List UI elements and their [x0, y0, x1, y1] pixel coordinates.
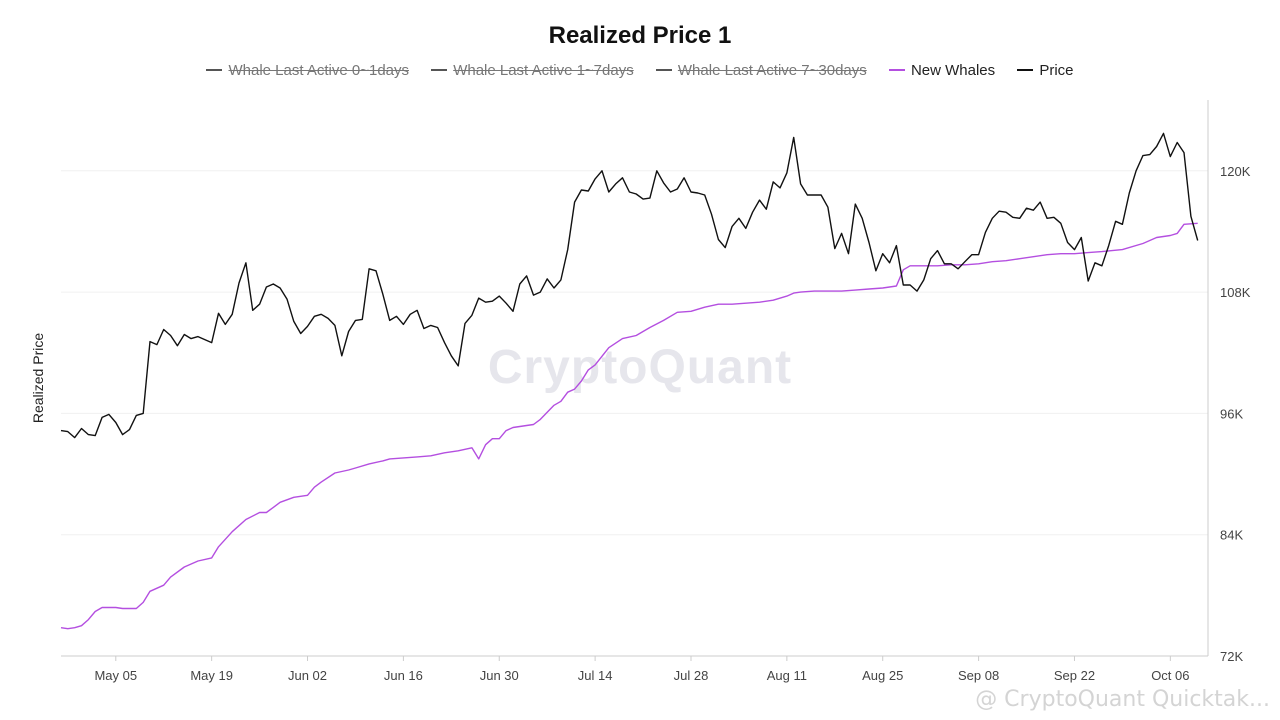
- x-tick-label: Jul 28: [674, 668, 709, 683]
- corner-watermark: @ CryptoQuant Quicktak...: [975, 687, 1270, 712]
- legend-item-price[interactable]: Price: [1017, 62, 1074, 79]
- legend-item-whale-7-30days[interactable]: Whale Last Active 7~30days: [655, 62, 867, 79]
- legend-swatch-whale-7-30days: [655, 69, 672, 72]
- legend-swatch-whale-1-7days: [431, 69, 448, 72]
- legend-item-new-whales[interactable]: New Whales: [888, 62, 996, 79]
- legend-swatch-new-whales: [888, 69, 905, 72]
- series-line-price: [60, 132, 1199, 439]
- x-tick-label: Sep 22: [1054, 668, 1095, 683]
- legend-label-whale-0-1days: Whale Last Active 0~1days: [228, 62, 410, 79]
- grid-lines: [61, 170, 1208, 536]
- legend-item-whale-1-7days[interactable]: Whale Last Active 1~7days: [431, 62, 634, 79]
- x-tick-label: Aug 25: [862, 668, 903, 683]
- x-tick-label: Sep 08: [958, 668, 999, 683]
- tick-labels: 72K 84K 96K 108K 120K May 05 May 19 Jun 02 Jun 1…: [94, 164, 1250, 683]
- legend-swatch-price: [1017, 69, 1034, 72]
- cryptoquant-watermark: CryptoQuant: [487, 341, 793, 394]
- y-tick-label: 108K: [1220, 285, 1251, 300]
- legend-swatch-whale-0-1days: [206, 69, 223, 72]
- x-tick-label: Jul 14: [578, 668, 613, 683]
- y-tick-label: 84K: [1220, 528, 1243, 543]
- legend: Whale Last Active 0~1days Whale Last Act…: [0, 62, 1280, 79]
- x-tick-label: Oct 06: [1151, 668, 1189, 683]
- y-tick-label: 120K: [1220, 164, 1251, 179]
- legend-label-new-whales: New Whales: [910, 62, 996, 79]
- x-tick-label: May 19: [190, 668, 233, 683]
- legend-label-whale-7-30days: Whale Last Active 7~30days: [677, 62, 867, 79]
- x-tick-label: May 05: [94, 668, 137, 683]
- x-tick-label: Jun 16: [384, 668, 423, 683]
- chart-title: Realized Price 1: [548, 22, 732, 49]
- x-tick-label: Jun 02: [288, 668, 327, 683]
- x-tick-label: Jun 30: [480, 668, 519, 683]
- series-line-new-whales: [60, 222, 1198, 630]
- series-lines: [60, 132, 1199, 630]
- y-tick-label: 96K: [1220, 406, 1243, 421]
- legend-label-whale-1-7days: Whale Last Active 1~7days: [453, 62, 634, 79]
- legend-label-price: Price: [1039, 62, 1074, 79]
- legend-item-whale-0-1days[interactable]: Whale Last Active 0~1days: [206, 62, 409, 79]
- x-tick-label: Aug 11: [767, 668, 807, 683]
- axes: [61, 100, 1209, 661]
- y-tick-label: 72K: [1220, 649, 1243, 664]
